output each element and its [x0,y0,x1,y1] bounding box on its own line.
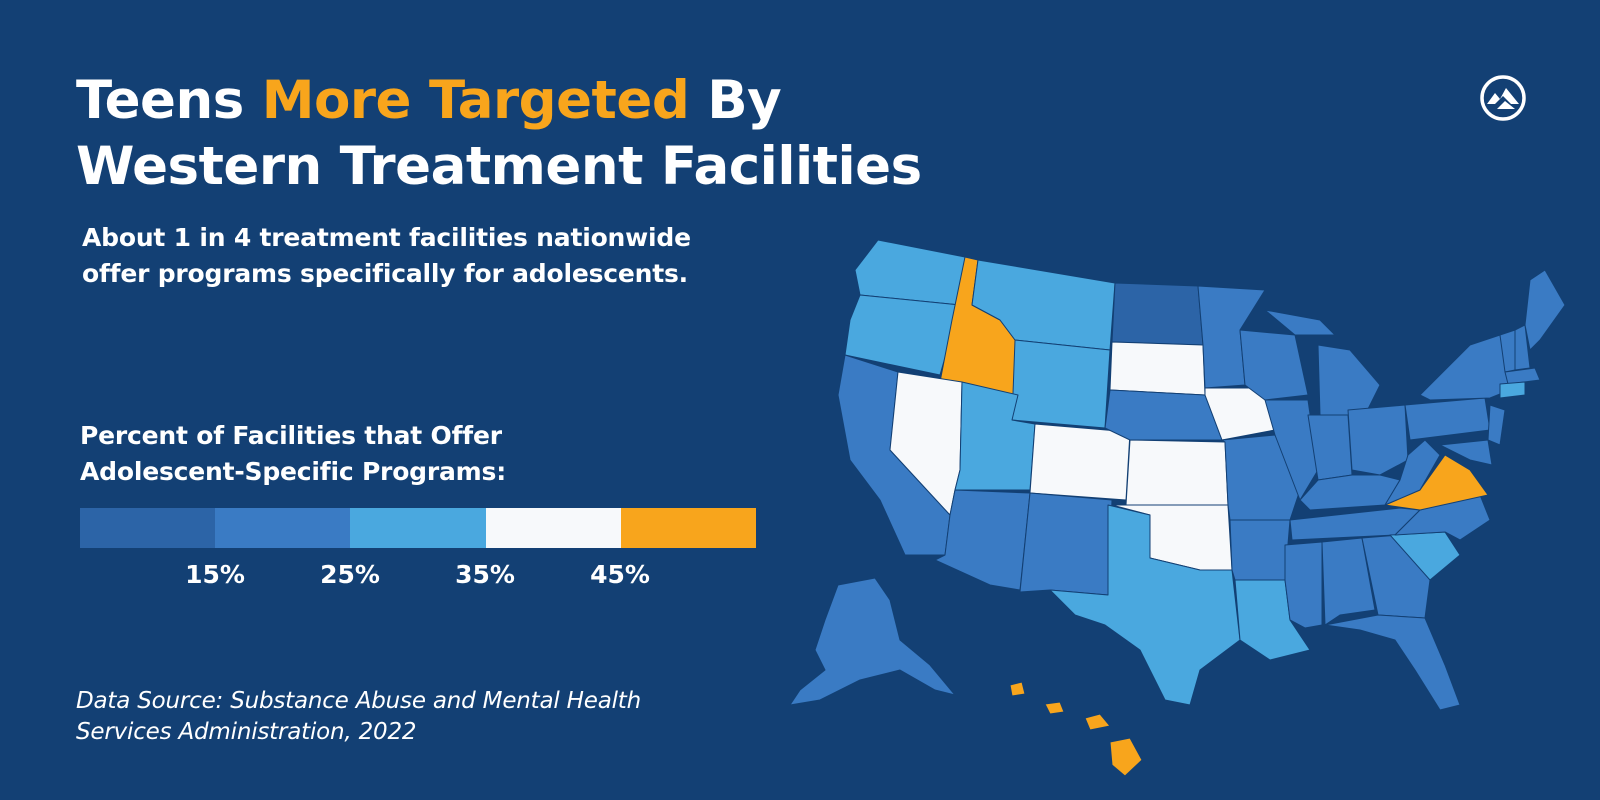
state-alaska[interactable] [789,577,956,706]
state-wisconsin[interactable] [1239,329,1309,401]
mountain-logo-icon [1480,75,1526,121]
legend-title: Percent of Facilities that Offer Adolesce… [80,418,506,490]
state-mississippi[interactable] [1284,541,1323,629]
state-hawaii-3[interactable] [1084,713,1111,731]
state-florida[interactable] [1324,614,1461,711]
legend-color-bar [80,508,757,548]
state-hawaii-2[interactable] [1044,701,1065,715]
legend-segment-3 [350,508,486,548]
legend-tick-15: 15% [185,560,245,589]
state-alabama[interactable] [1321,537,1376,626]
legend-tick-35: 35% [455,560,515,589]
state-texas[interactable] [1049,504,1241,706]
state-colorado[interactable] [1029,423,1131,501]
state-nebraska[interactable] [1104,389,1223,441]
title-part1: Teens [76,70,262,131]
legend-tick-45: 45% [590,560,650,589]
state-pennsylvania[interactable] [1404,397,1491,441]
state-massachusetts[interactable] [1504,367,1541,385]
state-new-york[interactable] [1419,334,1511,401]
source-line2: Services Administration, 2022 [76,719,417,745]
data-source: Data Source: Substance Abuse and Mental … [76,686,641,748]
legend-tick-25: 25% [320,560,380,589]
title-line2: Western Treatment Facilities [76,136,922,197]
state-michigan-upper[interactable] [1264,309,1336,336]
state-south-dakota[interactable] [1109,341,1206,396]
state-new-jersey[interactable] [1487,404,1506,446]
legend-segment-1 [80,508,216,548]
state-oregon[interactable] [844,294,961,376]
state-connecticut[interactable] [1499,381,1526,399]
source-line1: Data Source: Substance Abuse and Mental … [76,688,641,714]
state-illinois[interactable] [1264,399,1319,501]
state-north-dakota[interactable] [1111,282,1204,346]
state-new-hampshire[interactable] [1514,324,1531,371]
state-kansas[interactable] [1125,439,1229,506]
state-hawaii-4[interactable] [1109,737,1143,777]
state-michigan[interactable] [1317,344,1381,416]
subtitle-line2: offer programs specifically for adolesce… [82,259,688,288]
state-wyoming[interactable] [1011,339,1111,429]
legend-segment-5 [620,508,757,548]
subtitle: About 1 in 4 treatment facilities nation… [82,220,691,292]
state-hawaii-1[interactable] [1009,681,1026,697]
title-highlight: More Targeted [261,70,690,131]
subtitle-line1: About 1 in 4 treatment facilities nation… [82,223,691,252]
legend-title-line1: Percent of Facilities that Offer [80,421,502,450]
legend-segment-2 [215,508,351,548]
title-part2: By [689,70,782,131]
legend-title-line2: Adolescent-Specific Programs: [80,457,506,486]
page-title: Teens More Targeted By Western Treatment … [76,68,922,200]
state-kentucky[interactable] [1299,474,1401,511]
state-new-mexico[interactable] [1019,492,1113,596]
state-west-virginia[interactable] [1384,439,1441,506]
state-maryland[interactable] [1439,439,1493,466]
state-maine[interactable] [1524,269,1566,351]
legend-segment-4 [485,508,621,548]
state-arkansas[interactable] [1229,519,1291,581]
state-washington[interactable] [854,239,966,306]
state-ohio[interactable] [1347,404,1409,476]
